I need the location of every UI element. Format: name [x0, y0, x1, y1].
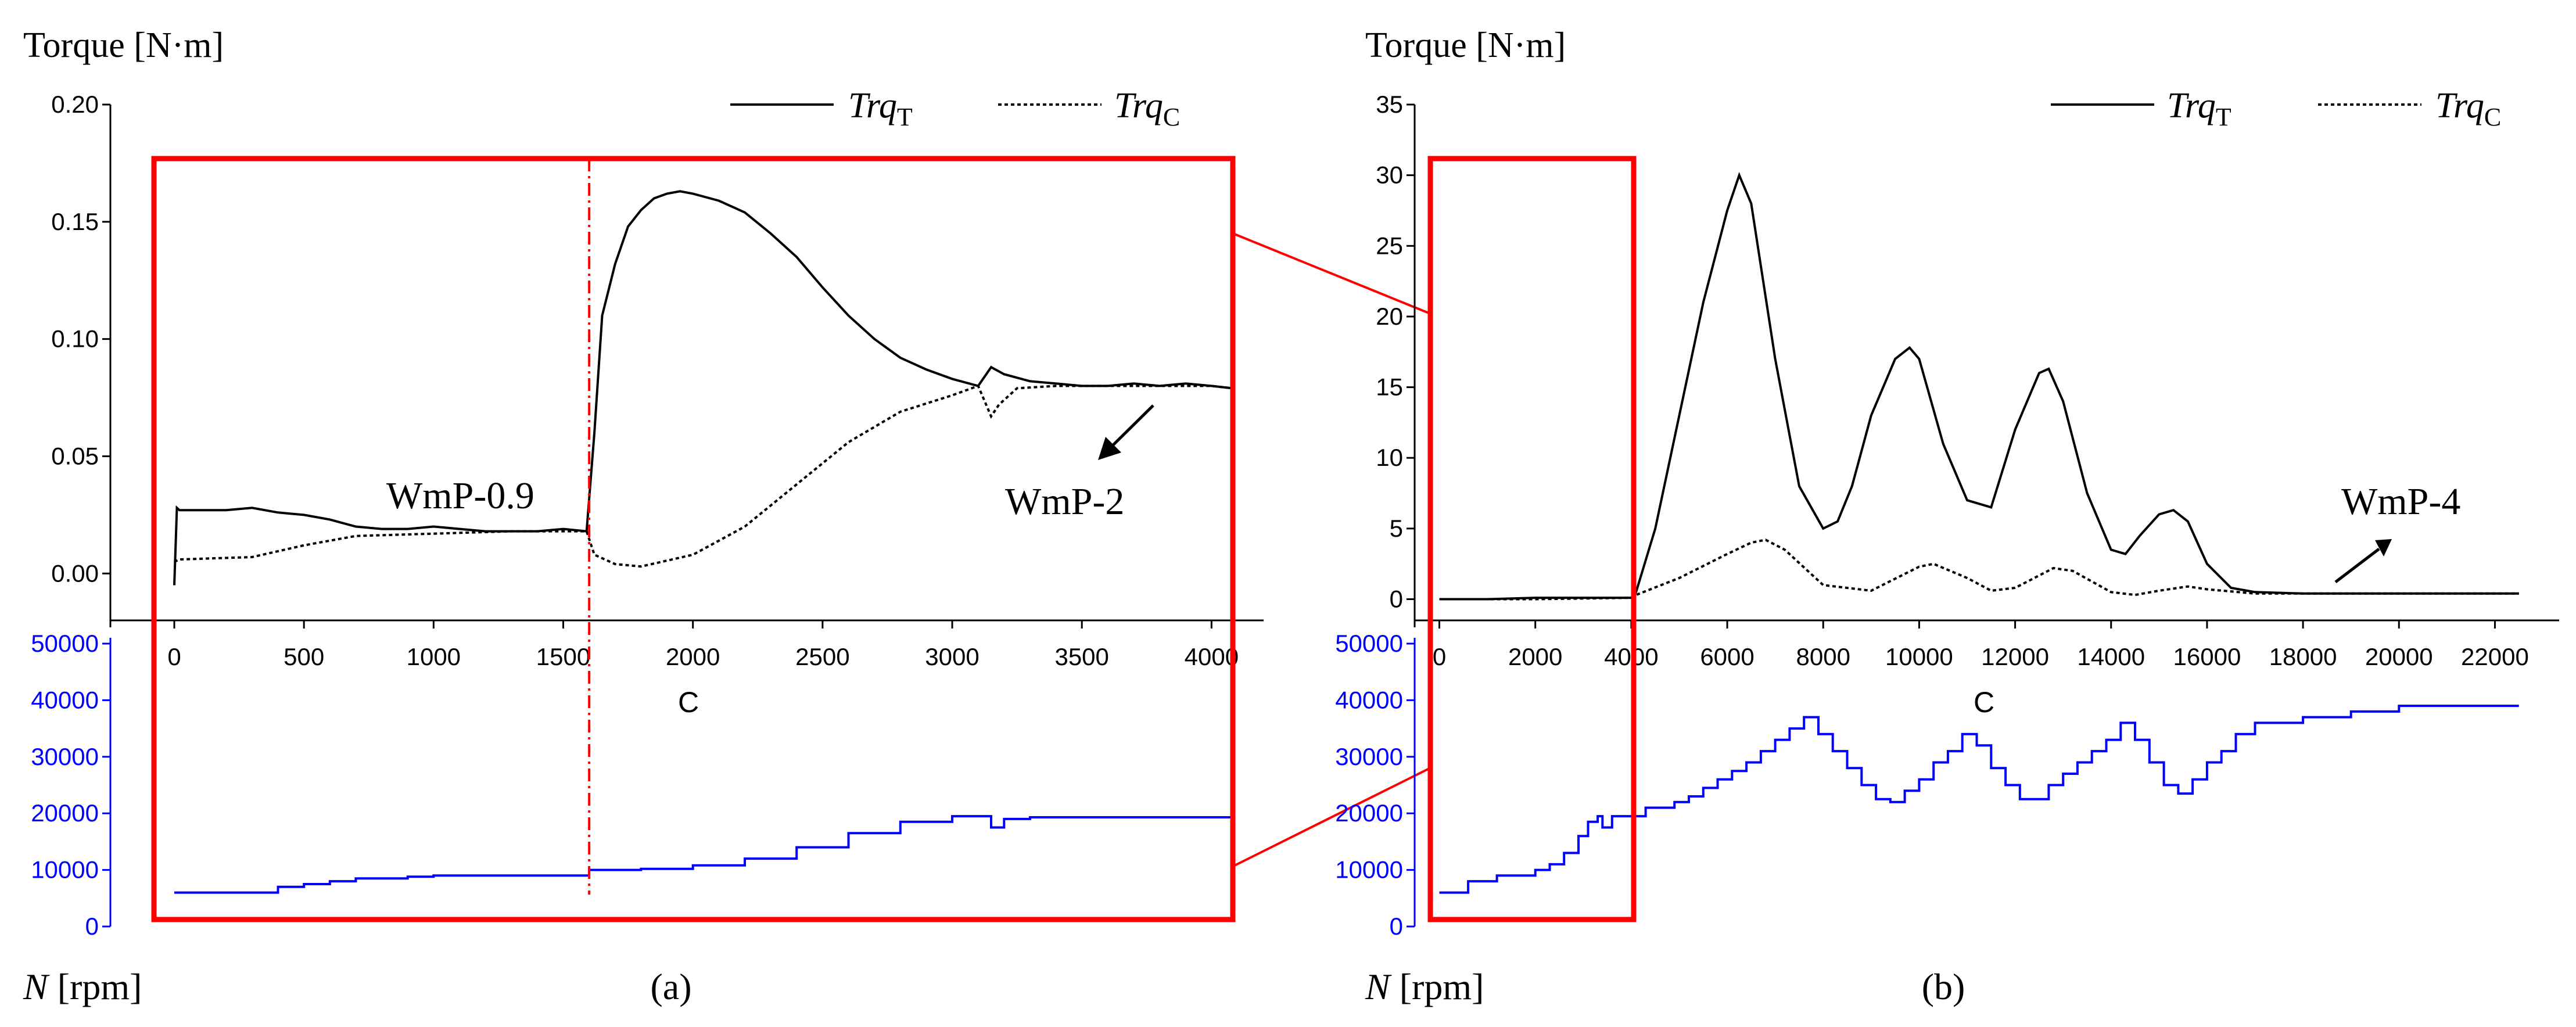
torque-tick-label: 0.20 [51, 91, 99, 118]
rpm-tick-labels-b: 0 10000 20000 30000 40000 50000 [1335, 630, 1403, 940]
legend-label-trqC-b: TrqC [2435, 86, 2501, 131]
torque-tick-label: 20 [1376, 303, 1403, 330]
x-tick-label: 500 [284, 643, 324, 670]
torque-tick-label: 0 [1390, 586, 1403, 613]
panel-label-b: (b) [1922, 966, 1965, 1007]
torque-tick-label: 15 [1376, 374, 1403, 401]
series-line-rpm-a [174, 815, 1233, 894]
rpm-tick-label: 10000 [1335, 856, 1403, 884]
x-axis-title-a: C [678, 686, 699, 719]
torque-tick-label: 30 [1376, 161, 1403, 189]
torque-tick-label: 10 [1376, 444, 1403, 471]
torque-tick-label: 0.05 [51, 442, 99, 469]
rpm-tick-label: 0 [1390, 913, 1403, 940]
annotation-wmp-2: WmP-2 [1005, 480, 1124, 523]
zoom-region-box-a [151, 156, 1236, 922]
torque-tick-labels-b: 0 5 10 15 20 25 30 35 [1376, 91, 1403, 613]
legend-b: TrqT TrqC [2051, 86, 2501, 131]
torque-tick-label: 35 [1376, 91, 1403, 118]
rpm-axis-title-b: N [rpm] [1365, 966, 1484, 1007]
rpm-tick-label: 10000 [31, 856, 99, 884]
x-tick-label: 12000 [1981, 643, 2049, 670]
x-tick-label: 8000 [1796, 643, 1850, 670]
rpm-tick-label: 0 [85, 913, 99, 940]
x-tick-label: 3500 [1054, 643, 1108, 670]
torque-tick-label: 0.00 [51, 559, 99, 587]
x-tick-labels-a: 0 500 1000 1500 2000 2500 3000 3500 4000 [167, 643, 1239, 670]
series-line-trqC-a [174, 384, 1233, 568]
torque-tick-label: 0.10 [51, 325, 99, 353]
x-tick-label: 22000 [2461, 643, 2529, 670]
panel-label-a: (a) [650, 966, 691, 1007]
annotation-wmp-0-9: WmP-0.9 [386, 475, 534, 517]
x-tick-label: 4000 [1185, 643, 1239, 670]
x-tick-label: 2000 [666, 643, 720, 670]
rpm-tick-label: 40000 [1335, 686, 1403, 713]
x-tick-label: 0 [1433, 643, 1446, 670]
rpm-tick-label: 50000 [1335, 630, 1403, 657]
torque-tick-label: 5 [1390, 515, 1403, 542]
series-line-rpm-b [1439, 705, 2519, 894]
rpm-tick-label: 50000 [31, 630, 99, 657]
legend-a: TrqT TrqC [730, 86, 1180, 131]
x-tick-label: 1500 [536, 643, 590, 670]
rpm-tick-label: 30000 [1335, 743, 1403, 770]
torque-tick-labels-a: 0.00 0.05 0.10 0.15 0.20 [51, 91, 99, 587]
rpm-tick-labels-a: 0 10000 20000 30000 40000 50000 [31, 630, 99, 940]
series-line-trqT-a [173, 190, 1233, 586]
rpm-tick-label: 40000 [31, 686, 99, 713]
rpm-tick-label: 20000 [31, 799, 99, 827]
x-tick-labels-b: 0 2000 4000 6000 8000 10000 12000 14000 16000 180… [1433, 643, 2529, 670]
legend-label-trqT-b: TrqT [2167, 86, 2231, 131]
legend-label-trqT-a: TrqT [848, 86, 913, 131]
x-tick-label: 2000 [1508, 643, 1562, 670]
axis-ticks-b [1407, 103, 2496, 928]
rpm-tick-label: 30000 [31, 743, 99, 770]
x-tick-label: 0 [167, 643, 181, 670]
torque-tick-label: 25 [1376, 232, 1403, 259]
zoom-connector-top [1234, 233, 1431, 315]
x-tick-label: 18000 [2269, 643, 2337, 670]
x-tick-label: 3000 [925, 643, 979, 670]
x-tick-label: 10000 [1885, 643, 1953, 670]
series-line-trqT-b [1439, 171, 2519, 601]
panel-a: Torque [N·m] 0.000.050.100.150.20 010000… [23, 26, 1264, 1007]
series-line-trqC-b [1439, 538, 2519, 601]
zoom-region-box-b [1427, 156, 1637, 922]
x-tick-label: 20000 [2365, 643, 2433, 670]
annotation-arrow-b [2334, 539, 2392, 583]
axis-ticks-a [102, 103, 1212, 928]
zoom-connector-bottom [1234, 767, 1431, 867]
annotation-arrow-a [1098, 404, 1154, 460]
torque-axis-title-b: Torque [N·m] [1365, 26, 1566, 65]
rpm-tick-label: 20000 [1335, 799, 1403, 827]
x-axis-title-b: C [1974, 686, 1994, 719]
legend-label-trqC-a: TrqC [1114, 86, 1180, 131]
x-tick-label: 1000 [407, 643, 461, 670]
torque-tick-label: 0.15 [51, 208, 99, 235]
torque-axis-title-a: Torque [N·m] [23, 26, 224, 65]
rpm-axis-title-a: N [rpm] [23, 966, 142, 1007]
x-tick-label: 6000 [1700, 643, 1754, 670]
x-tick-label: 14000 [2077, 643, 2145, 670]
x-tick-label: 16000 [2173, 643, 2241, 670]
annotation-wmp-4: WmP-4 [2341, 480, 2460, 523]
x-tick-label: 2500 [795, 643, 849, 670]
